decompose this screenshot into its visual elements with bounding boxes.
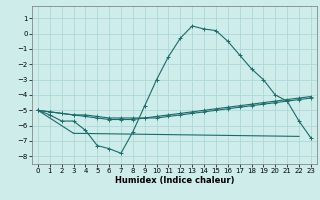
X-axis label: Humidex (Indice chaleur): Humidex (Indice chaleur) (115, 176, 234, 185)
